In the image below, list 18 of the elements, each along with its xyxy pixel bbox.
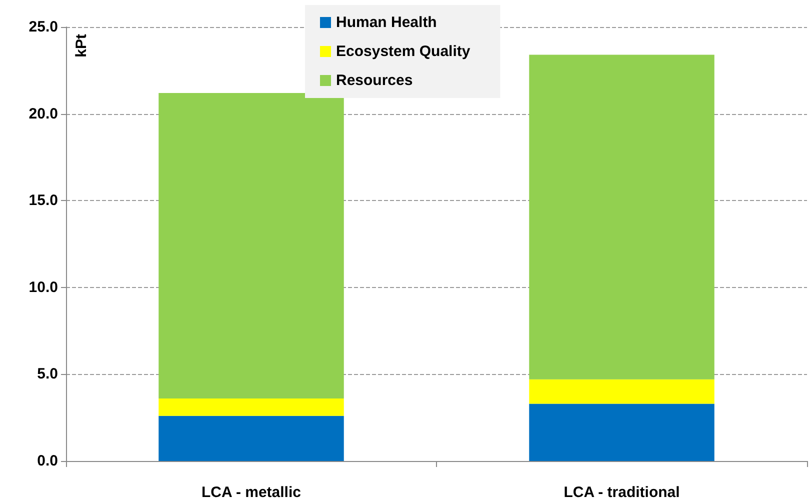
bar xyxy=(158,416,344,461)
legend-label: Ecosystem Quality xyxy=(336,43,471,60)
y-tick-label: 0.0 xyxy=(37,452,58,470)
legend-label: Resources xyxy=(336,72,413,89)
x-tick-label: LCA - metallic xyxy=(202,484,301,501)
y-tick-label: 5.0 xyxy=(37,366,58,383)
bar xyxy=(529,404,714,461)
y-tick-label: 10.0 xyxy=(28,278,58,296)
y-axis-title: kPt xyxy=(73,34,90,58)
bar xyxy=(529,379,714,404)
legend-label: Human Health xyxy=(336,14,437,31)
bar xyxy=(158,92,344,399)
y-tick-label: 15.0 xyxy=(28,192,58,210)
bar xyxy=(529,54,714,380)
x-tick-label: LCA - traditional xyxy=(564,484,680,501)
bar xyxy=(158,398,344,416)
y-tick-label: 25.0 xyxy=(28,18,58,36)
y-tick-label: 20.0 xyxy=(28,105,58,122)
